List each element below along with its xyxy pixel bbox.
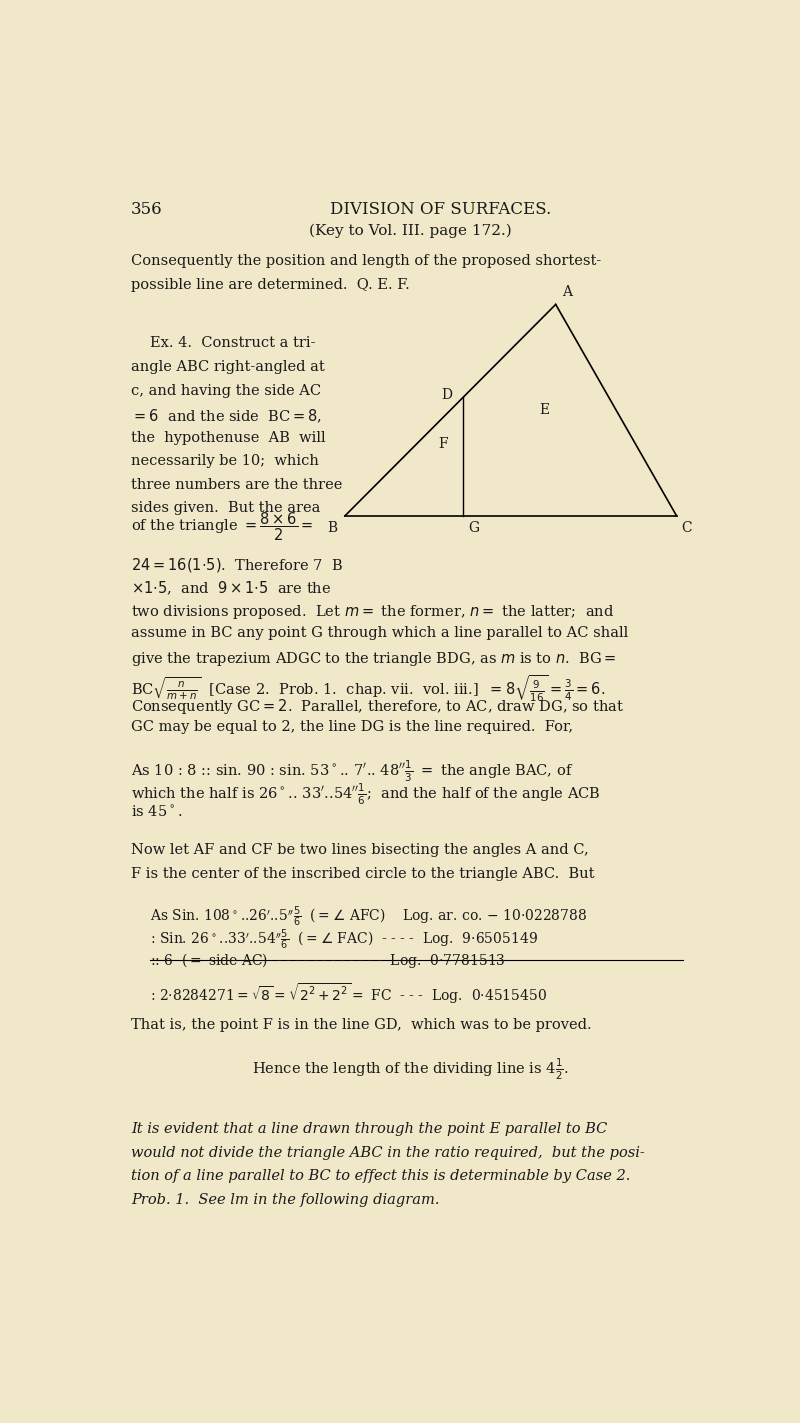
Text: sides given.  But the area: sides given. But the area [131,501,320,515]
Text: which the half is 26$^\circ$.. 33$'$..54$''\frac{1}{6}$;  and the half of the an: which the half is 26$^\circ$.. 33$'$..54… [131,781,601,807]
Text: would not divide the triangle ABC in the ratio required,  but the posi-: would not divide the triangle ABC in the… [131,1146,645,1160]
Text: A: A [562,285,572,299]
Text: Now let AF and CF be two lines bisecting the angles A and C,: Now let AF and CF be two lines bisecting… [131,842,589,857]
Text: is 45$^\circ$.: is 45$^\circ$. [131,805,182,821]
Text: three numbers are the three: three numbers are the three [131,478,342,492]
Text: : Sin. 26$^\circ$..33$'$..54$''\frac{5}{6}$  ($=\angle$ FAC)  - - - -  Log.  9$\: : Sin. 26$^\circ$..33$'$..54$''\frac{5}{… [150,928,538,952]
Text: GC may be equal to 2, the line DG is the line required.  For,: GC may be equal to 2, the line DG is the… [131,720,573,734]
Text: the  hypothenuse  AB  will: the hypothenuse AB will [131,431,326,445]
Text: (Key to Vol. III. page 172.): (Key to Vol. III. page 172.) [309,223,511,238]
Text: c, and having the side AC: c, and having the side AC [131,384,321,397]
Text: 356: 356 [131,202,162,219]
Text: Ex. 4.  Construct a tri-: Ex. 4. Construct a tri- [150,336,315,350]
Text: C: C [682,521,692,535]
Text: two divisions proposed.  Let $m=$ the former, $n=$ the latter;  and: two divisions proposed. Let $m=$ the for… [131,603,614,620]
Text: possible line are determined.  Q. E. F.: possible line are determined. Q. E. F. [131,277,410,292]
Text: $=6$  and the side  BC$=8$,: $=6$ and the side BC$=8$, [131,407,322,424]
Text: :: 6  ($=$ side AC)  - - - - - - - - - - - -  Log.  0$\cdot$7781513: :: 6 ($=$ side AC) - - - - - - - - - - -… [150,952,506,970]
Text: B: B [327,521,338,535]
Text: $24=16(1{\cdot}5)$.  Therefore 7  B: $24=16(1{\cdot}5)$. Therefore 7 B [131,555,343,573]
Text: As 10 : 8 :: sin. 90 : sin. 53$^\circ$.. 7$'$.. 48$''\frac{1}{3}$ $=$ the angle : As 10 : 8 :: sin. 90 : sin. 53$^\circ$..… [131,758,574,784]
Text: tion of a line parallel to BC to effect this is determinable by Case 2.: tion of a line parallel to BC to effect … [131,1170,630,1184]
Text: G: G [468,521,479,535]
Text: DIVISION OF SURFACES.: DIVISION OF SURFACES. [330,202,552,219]
Text: of the triangle $=\dfrac{8\times 6}{2}=$: of the triangle $=\dfrac{8\times 6}{2}=$ [131,511,314,544]
Text: necessarily be 10;  which: necessarily be 10; which [131,454,319,468]
Text: Prob. 1.  See lm in the following diagram.: Prob. 1. See lm in the following diagram… [131,1192,439,1207]
Text: : 2$\cdot$8284271$=\sqrt{8}=\sqrt{2^2+2^2}=$ FC  - - -  Log.  0$\cdot$4515450: : 2$\cdot$8284271$=\sqrt{8}=\sqrt{2^2+2^… [150,980,546,1006]
Text: Consequently the position and length of the proposed shortest-: Consequently the position and length of … [131,255,602,268]
Text: Consequently GC$=2$.  Parallel, therefore, to AC, draw DG, so that: Consequently GC$=2$. Parallel, therefore… [131,697,624,716]
Text: E: E [539,403,550,417]
Text: F is the center of the inscribed circle to the triangle ABC.  But: F is the center of the inscribed circle … [131,867,594,881]
Text: D: D [441,388,452,403]
Text: As Sin. 108$^\circ$..26$'$..5$''\frac{5}{6}$  ($=\angle$ AFC)    Log. ar. co. $-: As Sin. 108$^\circ$..26$'$..5$''\frac{5}… [150,904,587,929]
Text: angle ABC right-angled at: angle ABC right-angled at [131,360,325,374]
Text: That is, the point F is in the line GD,  which was to be proved.: That is, the point F is in the line GD, … [131,1019,592,1033]
Text: Hence the length of the dividing line is 4$\frac{1}{2}$.: Hence the length of the dividing line is… [252,1056,568,1081]
Text: BC$\sqrt{\frac{n}{m+n}}$  [Case 2.  Prob. 1.  chap. vii.  vol. iii.]  $=8\sqrt{\: BC$\sqrt{\frac{n}{m+n}}$ [Case 2. Prob. … [131,673,606,704]
Text: It is evident that a line drawn through the point E parallel to BC: It is evident that a line drawn through … [131,1123,607,1136]
Text: give the trapezium ADGC to the triangle BDG, as $m$ is to $n$.  BG$=$: give the trapezium ADGC to the triangle … [131,650,617,667]
Text: F: F [438,437,447,451]
Text: $\times 1{\cdot}5$,  and  $9\times 1{\cdot}5$  are the: $\times 1{\cdot}5$, and $9\times 1{\cdot… [131,579,331,596]
Text: assume in BC any point G through which a line parallel to AC shall: assume in BC any point G through which a… [131,626,628,640]
